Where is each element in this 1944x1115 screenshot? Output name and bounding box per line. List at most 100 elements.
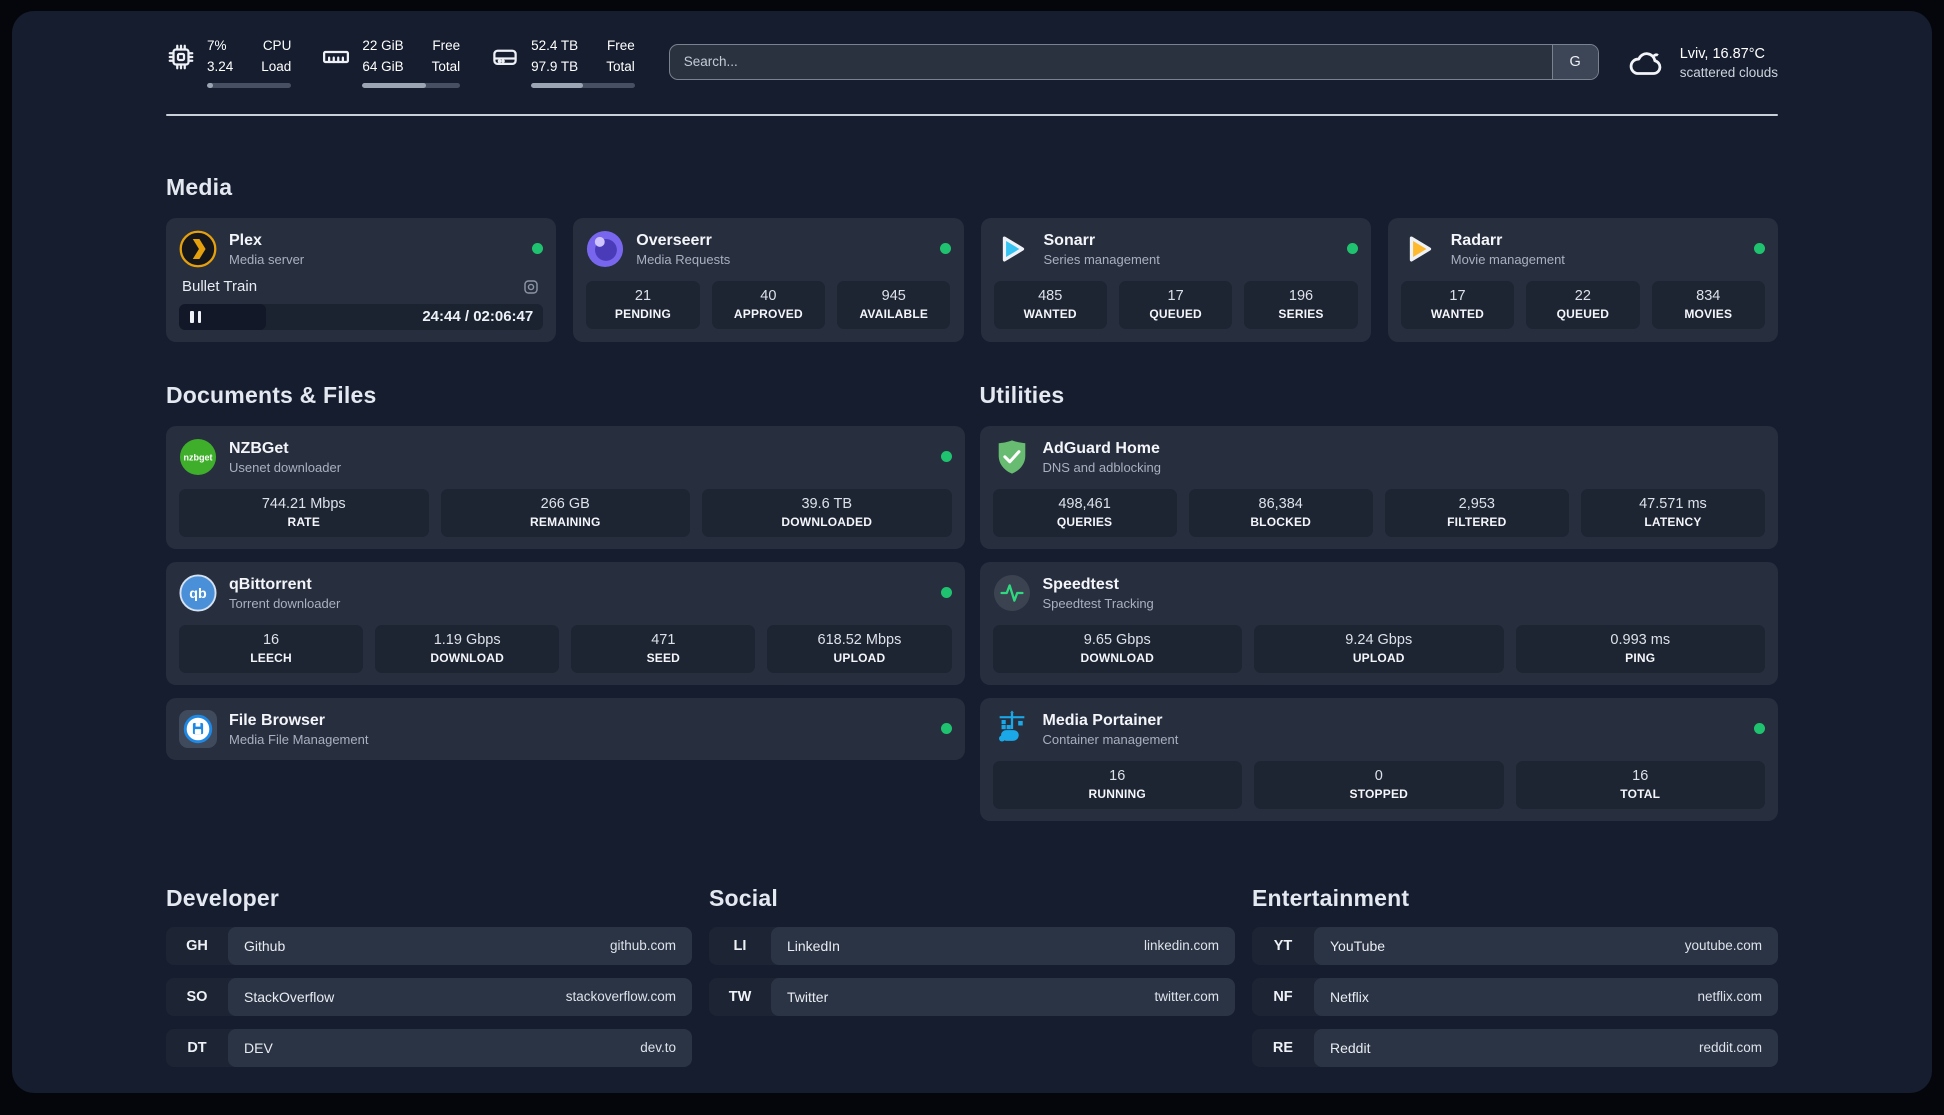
app-subtitle: DNS and adblocking <box>1042 459 1162 475</box>
disk-total-label: Total <box>606 58 635 74</box>
app-card-portainer[interactable]: Media Portainer Container management 16 R… <box>979 697 1778 821</box>
bookmark-reddit[interactable]: RE Reddit reddit.com <box>1252 1028 1778 1067</box>
stat-tile: 618.52 Mbps UPLOAD <box>767 624 952 673</box>
app-subtitle: Usenet downloader <box>229 459 342 475</box>
stat-tile: 2,953 FILTERED <box>1384 488 1569 537</box>
search-input[interactable] <box>669 44 1552 79</box>
app-card-overseerr[interactable]: Overseerr Media Requests 21 PENDING 40 APP… <box>573 217 964 342</box>
svg-text:nzbget: nzbget <box>183 452 212 462</box>
disk-free-label: Free <box>606 38 635 53</box>
plex-icon <box>179 230 217 268</box>
app-card-qbittorrent[interactable]: qb qBittorrent Torrent downloader 16 LEEC… <box>166 561 965 685</box>
bookmark-name: DEV <box>244 1039 273 1056</box>
cloud-icon <box>1627 45 1667 79</box>
section-title-media: Media <box>166 173 233 200</box>
disk-progress-fill <box>531 82 583 88</box>
bookmark-linkedin[interactable]: LI LinkedIn linkedin.com <box>709 926 1235 965</box>
app-subtitle: Media server <box>229 251 305 267</box>
nzbget-icon: nzbget <box>179 438 217 476</box>
stat-tile: 47.571 ms LATENCY <box>1580 488 1765 537</box>
bookmark-name: Netflix <box>1330 988 1369 1005</box>
app-card-sonarr[interactable]: Sonarr Series management 485 WANTED 17 QUE… <box>980 217 1371 342</box>
bookmark-name: StackOverflow <box>244 988 335 1005</box>
search-engine-button[interactable]: G <box>1551 44 1598 79</box>
bookmark-url: netflix.com <box>1697 989 1762 1005</box>
app-name: File Browser <box>229 711 326 729</box>
weather-widget: Lviv, 16.87°C scattered clouds <box>1627 44 1778 80</box>
top-bar: 7% 3.24 CPU Load <box>166 36 1778 88</box>
stat-tile: 498,461 QUERIES <box>992 488 1177 537</box>
memory-free-value: 22 GiB <box>362 38 404 53</box>
bookmark-name: Twitter <box>787 988 829 1005</box>
app-name: Speedtest <box>1042 575 1119 593</box>
memory-widget: 22 GiB 64 GiB Free Total <box>321 36 461 88</box>
app-card-adguard[interactable]: AdGuard Home DNS and adblocking 498,461 Q… <box>979 425 1778 549</box>
section-title-social: Social <box>709 884 778 911</box>
stat-tile: 945 AVAILABLE <box>837 280 951 329</box>
bookmark-abbr: SO <box>186 988 208 1005</box>
app-name: qBittorrent <box>229 575 312 593</box>
app-card-radarr[interactable]: Radarr Movie management 17 WANTED 22 QUEUE… <box>1387 217 1778 342</box>
section-title-developer: Developer <box>166 884 280 911</box>
stat-tile: 485 WANTED <box>993 280 1107 329</box>
status-dot-online <box>1754 243 1765 255</box>
bookmark-github[interactable]: GH Github github.com <box>166 926 692 965</box>
stat-tile: 1.19 Gbps DOWNLOAD <box>375 624 560 673</box>
bookmark-abbr: RE <box>1272 1039 1294 1056</box>
bookmark-youtube[interactable]: YT YouTube youtube.com <box>1252 926 1778 965</box>
memory-progress-fill <box>362 82 426 88</box>
stat-tile: 86,384 BLOCKED <box>1188 488 1373 537</box>
bookmark-name: Github <box>244 937 286 954</box>
bookmark-abbr: TW <box>728 988 752 1005</box>
bookmark-stackoverflow[interactable]: SO StackOverflow stackoverflow.com <box>166 977 692 1016</box>
bookmark-abbr: YT <box>1273 937 1293 954</box>
stat-tile: 16 LEECH <box>179 624 364 673</box>
cpu-percent: 7% <box>207 38 227 53</box>
app-name: Overseerr <box>636 231 712 249</box>
app-card-plex[interactable]: Plex Media server Bullet Train <box>166 217 557 342</box>
bookmark-url: stackoverflow.com <box>565 989 676 1005</box>
bookmark-url: github.com <box>609 938 676 954</box>
stat-tile: 0 STOPPED <box>1254 760 1504 809</box>
weather-location-temp: Lviv, 16.87°C <box>1679 45 1766 62</box>
bookmark-name: Reddit <box>1330 1039 1371 1056</box>
media-player-bar[interactable]: 24:44 / 02:06:47 <box>179 303 544 330</box>
disk-widget: 52.4 TB 97.9 TB Free Total <box>490 36 635 88</box>
bookmark-netflix[interactable]: NF Netflix netflix.com <box>1252 977 1778 1016</box>
app-card-speedtest[interactable]: Speedtest Speedtest Tracking 9.65 Gbps DO… <box>979 561 1778 685</box>
hard-drive-icon <box>490 42 520 72</box>
app-subtitle: Series management <box>1043 251 1160 267</box>
playback-time: 24:44 / 02:06:47 <box>422 308 534 326</box>
stat-tile: 196 SERIES <box>1244 280 1358 329</box>
session-info-icon[interactable] <box>522 278 540 296</box>
status-dot-online <box>940 451 952 463</box>
now-playing-title: Bullet Train <box>182 278 258 296</box>
bookmark-twitter[interactable]: TW Twitter twitter.com <box>709 977 1235 1016</box>
app-name: NZBGet <box>229 439 289 457</box>
adguard-icon <box>993 438 1031 476</box>
svg-text:qb: qb <box>189 586 207 602</box>
bookmark-dev[interactable]: DT DEV dev.to <box>166 1028 692 1067</box>
stat-tile: 17 QUEUED <box>1118 280 1233 329</box>
stat-tile: 22 QUEUED <box>1526 280 1640 329</box>
status-dot-online <box>940 723 952 735</box>
bookmark-abbr: GH <box>186 937 208 954</box>
stat-tile: 9.24 Gbps UPLOAD <box>1254 624 1504 673</box>
app-card-nzbget[interactable]: nzbget NZBGet Usenet downloader 744.21 M… <box>166 425 965 549</box>
stat-tile: 40 APPROVED <box>711 280 826 329</box>
pause-icon[interactable] <box>179 310 201 323</box>
qbittorrent-icon: qb <box>179 574 217 612</box>
bookmark-abbr: NF <box>1273 988 1293 1005</box>
memory-progress-track <box>362 82 461 88</box>
app-subtitle: Torrent downloader <box>229 595 341 611</box>
stat-tile: 744.21 Mbps RATE <box>179 488 429 537</box>
overseerr-icon <box>586 230 624 268</box>
stat-tile: 9.65 Gbps DOWNLOAD <box>992 624 1242 673</box>
filebrowser-icon <box>179 709 217 748</box>
bookmark-url: twitter.com <box>1154 989 1219 1005</box>
stat-tile: 471 SEED <box>571 624 756 673</box>
cpu-widget: 7% 3.24 CPU Load <box>166 36 292 88</box>
app-card-filebrowser[interactable]: File Browser Media File Management <box>166 697 965 760</box>
app-subtitle: Media Requests <box>636 251 731 267</box>
disk-free-value: 52.4 TB <box>531 38 579 53</box>
